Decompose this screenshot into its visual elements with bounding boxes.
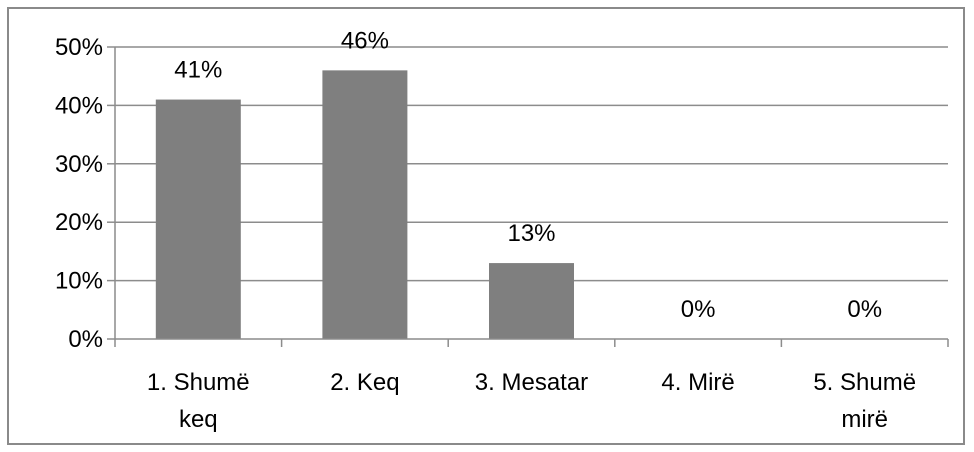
x-axis-category-labels: 1. Shumë keq 2. Keq 3. Mesatar 4. Mirë 5. Shu… (147, 369, 916, 433)
x-category-label: 4. Mirë (661, 369, 734, 396)
x-category-label: mirë (841, 406, 888, 433)
data-labels: 41% 46% 13% 0% 0% (174, 27, 882, 323)
y-tick-label: 30% (55, 151, 103, 178)
data-label: 13% (507, 220, 555, 247)
y-tick-label: 0% (68, 326, 103, 353)
data-label: 0% (681, 296, 716, 323)
axes (107, 46, 949, 347)
x-category-label: keq (179, 406, 218, 433)
y-tick-label: 40% (55, 92, 103, 119)
bar (322, 70, 408, 340)
y-axis-tick-labels: 0% 10% 20% 30% 40% 50% (55, 34, 103, 353)
data-label: 0% (847, 296, 882, 323)
x-category-label: 2. Keq (330, 369, 399, 396)
bar (155, 99, 241, 339)
gridlines (115, 46, 948, 282)
y-tick-label: 10% (55, 268, 103, 295)
data-label: 41% (174, 57, 222, 84)
bars (155, 70, 574, 340)
x-category-label: 5. Shumë (813, 369, 916, 396)
x-category-label: 1. Shumë (147, 369, 250, 396)
x-category-label: 3. Mesatar (475, 369, 588, 396)
y-tick-label: 50% (55, 34, 103, 61)
data-label: 46% (341, 27, 389, 54)
bar (489, 263, 574, 339)
y-tick-label: 20% (55, 209, 103, 236)
